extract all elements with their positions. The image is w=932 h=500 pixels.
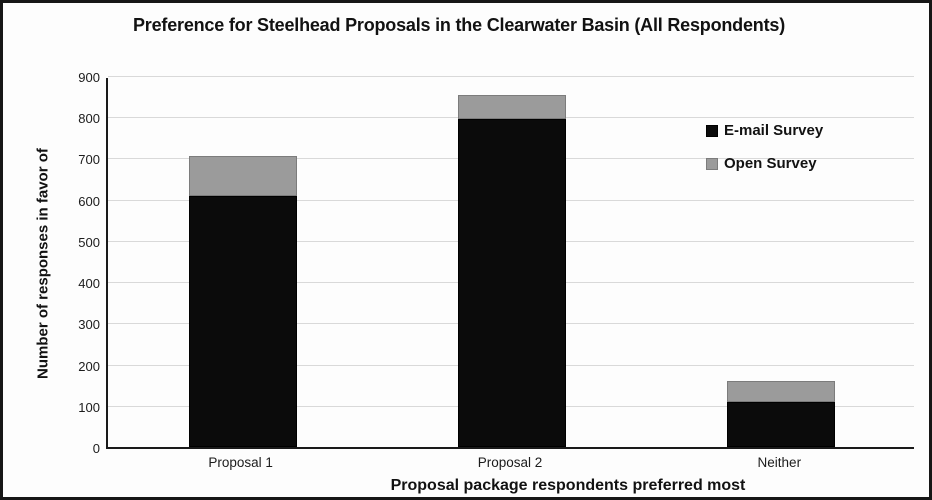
bar-segment-proposal-1-open-survey [188,156,297,196]
legend-item-e-mail-survey: E-mail Survey [706,122,823,139]
legend-label-open-survey: Open Survey [724,155,817,172]
y-tick-label-600: 600 [78,193,100,209]
bar-segment-proposal-1-e-mail-survey [188,195,297,447]
bar-segment-neither-e-mail-survey [727,401,836,447]
legend-label-e-mail-survey: E-mail Survey [724,122,824,139]
y-axis-title: Number of responses in favor of [34,148,52,379]
y-tick-label-200: 200 [78,358,100,374]
x-tick-label-neither: Neither [757,455,802,470]
bar-segment-proposal-2-e-mail-survey [458,119,566,447]
bar-proposal-1 [188,78,297,447]
y-tick-label-500: 500 [78,234,100,250]
y-tick-label-900: 900 [78,70,100,85]
legend-item-open-survey: Open Survey [706,155,823,172]
x-axis-tick-labels: Proposal 1 Proposal 2 Neither [106,455,914,473]
bar-segment-neither-open-survey [727,381,836,402]
y-tick-label-0: 0 [92,441,100,456]
y-tick-label-400: 400 [78,276,100,292]
plot-area [106,76,914,449]
y-tick-label-700: 700 [78,152,100,168]
x-tick-label-proposal-1: Proposal 1 [208,455,273,470]
y-tick-label-100: 100 [78,399,100,415]
y-tick-label-800: 800 [78,111,100,127]
legend-swatch-e-mail-survey [706,124,718,137]
bar-neither [727,78,836,447]
x-axis-title: Proposal package respondents preferred m… [390,477,746,494]
chart-title: Preference for Steelhead Proposals in th… [133,15,785,35]
y-axis-tick-labels: 0 100 200 300 400 500 600 700 800 900 [51,70,100,456]
legend-swatch-open-survey [706,157,718,170]
legend: E-mail Survey Open Survey [706,122,823,188]
bar-segment-proposal-2-open-survey [458,94,566,120]
y-tick-label-300: 300 [78,317,100,333]
bar-proposal-2 [458,78,566,447]
x-tick-label-proposal-2: Proposal 2 [477,455,543,470]
gridline-900 [108,76,914,77]
